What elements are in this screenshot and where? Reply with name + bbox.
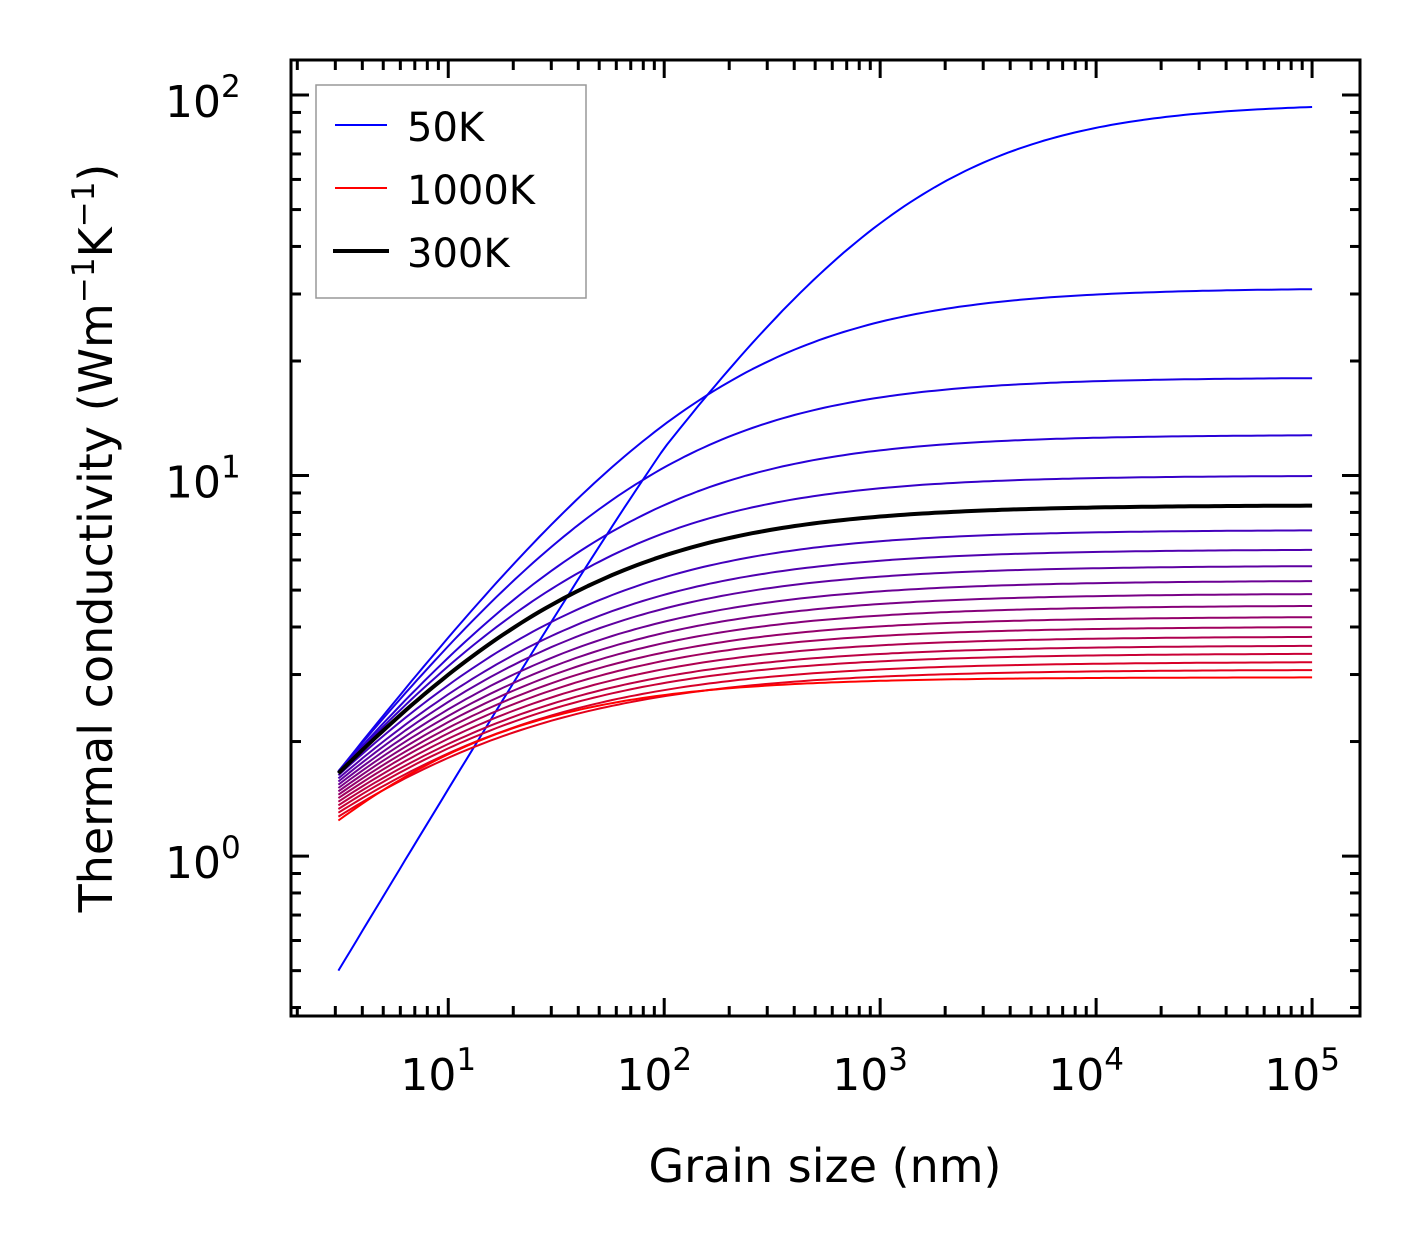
x-axis-label: Grain size (nm) bbox=[649, 1139, 1002, 1193]
series-line-1000k bbox=[337, 676, 1313, 822]
legend: 50K 1000K 300K bbox=[315, 84, 587, 299]
series-line-800k bbox=[337, 644, 1313, 807]
ticks-group bbox=[291, 60, 1360, 1016]
x-tick-label: 105 bbox=[1264, 1042, 1340, 1101]
series-line-700k bbox=[337, 626, 1313, 799]
y-label-sup1: −1 bbox=[66, 257, 102, 303]
y-label-main: Thermal conductivity (Wm bbox=[69, 303, 123, 913]
series-line-550k bbox=[337, 593, 1313, 789]
y-label-sup2: −1 bbox=[66, 182, 102, 228]
x-tick-label: 102 bbox=[616, 1042, 692, 1101]
legend-label-1000k: 1000K bbox=[407, 168, 537, 214]
y-label-close: ) bbox=[69, 164, 123, 182]
series-line-150k bbox=[337, 377, 1313, 772]
y-axis-label: Thermal conductivity (Wm−1K−1) bbox=[66, 164, 123, 914]
x-tick-label: 104 bbox=[1048, 1042, 1124, 1101]
legend-box bbox=[315, 84, 587, 299]
series-line-300k bbox=[336, 503, 1313, 775]
x-tick-label: 101 bbox=[400, 1042, 476, 1101]
series-line-600k bbox=[337, 605, 1313, 793]
x-tick-labels: 101 102 103 104 105 bbox=[400, 1042, 1340, 1101]
y-tick-label: 102 bbox=[165, 69, 241, 128]
series-line-250k bbox=[337, 475, 1313, 773]
series-line-950k bbox=[337, 669, 1313, 818]
legend-label-300k: 300K bbox=[407, 231, 511, 277]
series-line-750k bbox=[337, 635, 1313, 803]
curves-group bbox=[336, 106, 1313, 972]
series-line-200k bbox=[337, 434, 1313, 773]
y-tick-labels: 100 101 102 bbox=[165, 69, 241, 889]
legend-label-50k: 50K bbox=[407, 105, 486, 151]
y-tick-label: 100 bbox=[165, 830, 241, 889]
series-line-650k bbox=[337, 616, 1313, 796]
y-label-k: K bbox=[69, 225, 123, 257]
series-line-900k bbox=[337, 661, 1313, 814]
x-tick-label: 103 bbox=[832, 1042, 908, 1101]
series-line-100k bbox=[337, 288, 1313, 772]
series-line-400k bbox=[337, 548, 1313, 780]
series-line-500k bbox=[337, 580, 1313, 786]
plot-frame bbox=[289, 58, 1362, 1018]
series-line-350k bbox=[337, 529, 1313, 777]
series-line-850k bbox=[337, 652, 1313, 810]
y-tick-label: 101 bbox=[165, 450, 241, 509]
series-line-450k bbox=[337, 565, 1313, 783]
